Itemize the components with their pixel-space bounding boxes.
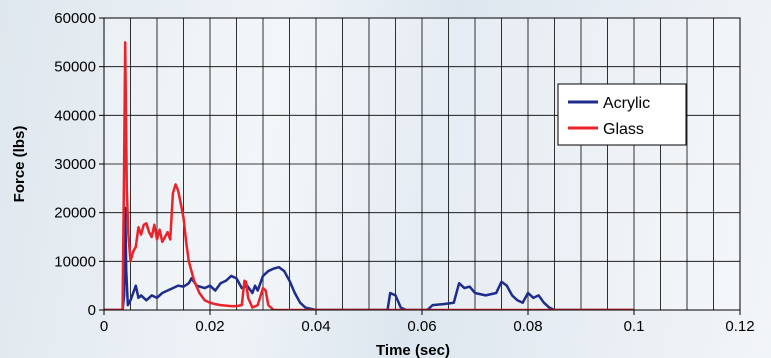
legend-label-glass: Glass [603, 121, 644, 138]
y-tick-label: 50000 [54, 59, 96, 76]
x-axis-title: Time (sec) [376, 342, 450, 358]
x-tick-label: 0.06 [407, 318, 436, 335]
legend-box [557, 83, 687, 146]
legend-label-acrylic: Acrylic [603, 95, 650, 112]
series-line-glass [104, 41, 634, 310]
x-tick-label: 0.1 [624, 318, 645, 335]
y-tick-label: 40000 [54, 107, 96, 124]
x-axis-ticks: 0 0.02 0.04 0.06 0.08 0.1 0.12 [100, 310, 755, 335]
x-tick-label: 0 [100, 318, 108, 335]
series-line-acrylic [104, 206, 634, 310]
x-tick-label: 0.02 [195, 318, 224, 335]
x-tick-label: 0.12 [725, 318, 754, 335]
x-tick-label: 0.04 [301, 318, 330, 335]
series-layer [104, 41, 634, 310]
y-tick-label: 30000 [54, 156, 96, 173]
y-tick-label: 10000 [54, 253, 96, 270]
legend: Acrylic Glass [557, 83, 687, 146]
grid-lines [104, 18, 740, 310]
y-tick-label: 20000 [54, 205, 96, 222]
y-tick-label: 0 [88, 302, 96, 319]
y-axis-ticks: 0 10000 20000 30000 40000 50000 60000 [54, 10, 104, 319]
y-tick-label: 60000 [54, 10, 96, 27]
x-tick-label: 0.08 [513, 318, 542, 335]
y-axis-title: Force (lbs) [11, 126, 28, 203]
